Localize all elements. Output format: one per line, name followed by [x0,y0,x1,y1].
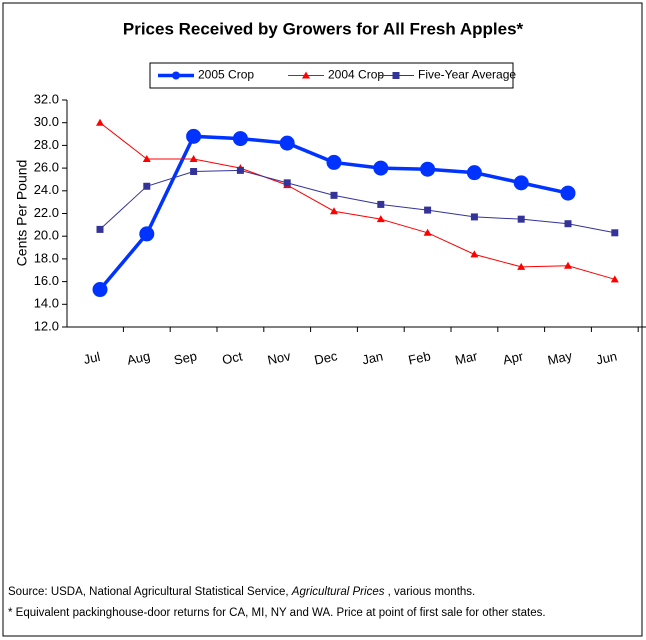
x-tick-label: Oct [221,348,244,367]
x-tick-label: Jan [361,348,385,367]
x-tick-label: Jun [595,348,619,367]
y-tick-label: 24.0 [34,182,59,197]
legend-marker [302,71,310,79]
y-tick-label: 22.0 [34,205,59,220]
footnote: * Equivalent packinghouse-door returns f… [8,607,546,619]
point [513,175,529,191]
point [424,206,432,214]
y-tick-label: 16.0 [34,273,59,288]
source-note: Source: USDA, National Agricultural Stat… [8,586,475,598]
legend-label: 2005 Crop [198,68,254,82]
point [611,229,619,237]
y-tick-label: 20.0 [34,228,59,243]
point [560,185,576,201]
point [142,155,151,163]
point [470,250,479,258]
point [517,215,525,223]
series-line [99,169,615,234]
y-tick-label: 30.0 [34,114,59,129]
point [92,282,108,298]
point [326,154,342,170]
point [376,215,385,223]
point [330,191,338,199]
point [373,160,389,176]
point [420,161,436,177]
point [466,165,482,181]
legend-label: 2004 Crop [328,68,384,82]
point [96,118,104,126]
series-line [99,122,615,280]
source-text: , various months. [384,586,475,598]
y-tick-label: 14.0 [34,296,59,311]
point [564,261,572,269]
point [470,213,478,221]
x-tick-label: Nov [266,348,292,368]
point [377,200,385,208]
point [143,182,151,190]
point [283,179,291,187]
point [236,166,244,174]
x-tick-label: Feb [407,348,432,367]
point [96,225,104,233]
point [610,275,619,283]
x-tick-label: May [546,348,574,368]
point [232,131,248,147]
point [139,226,155,242]
x-tick-label: Aug [126,348,152,367]
point [423,228,432,236]
y-tick-label: 12.0 [34,318,59,333]
source-italic: Agricultural Prices [291,586,385,598]
point [279,135,295,151]
point [190,168,198,176]
x-tick-label: Mar [454,348,480,367]
x-tick-label: Apr [502,348,526,367]
point [517,262,526,270]
y-tick-label: 32.0 [34,91,59,106]
point [330,207,338,215]
x-tick-label: Jul [82,349,101,367]
x-tick-label: Sep [173,348,199,367]
legend-marker [172,71,180,80]
y-axis-label: Cents Per Pound [14,160,30,267]
y-tick-label: 18.0 [34,250,59,265]
legend-box [149,62,514,89]
legend-label: Five-Year Average [418,68,516,82]
y-tick-label: 26.0 [34,160,59,175]
source-text: Source: USDA, National Agricultural Stat… [8,586,292,598]
legend-marker [392,72,400,79]
x-tick-label: Dec [313,348,339,368]
point [186,128,202,144]
y-tick-label: 28.0 [34,137,59,152]
point [564,220,572,228]
point [189,155,198,163]
chart-title: Prices Received by Growers for All Fresh… [123,19,524,38]
